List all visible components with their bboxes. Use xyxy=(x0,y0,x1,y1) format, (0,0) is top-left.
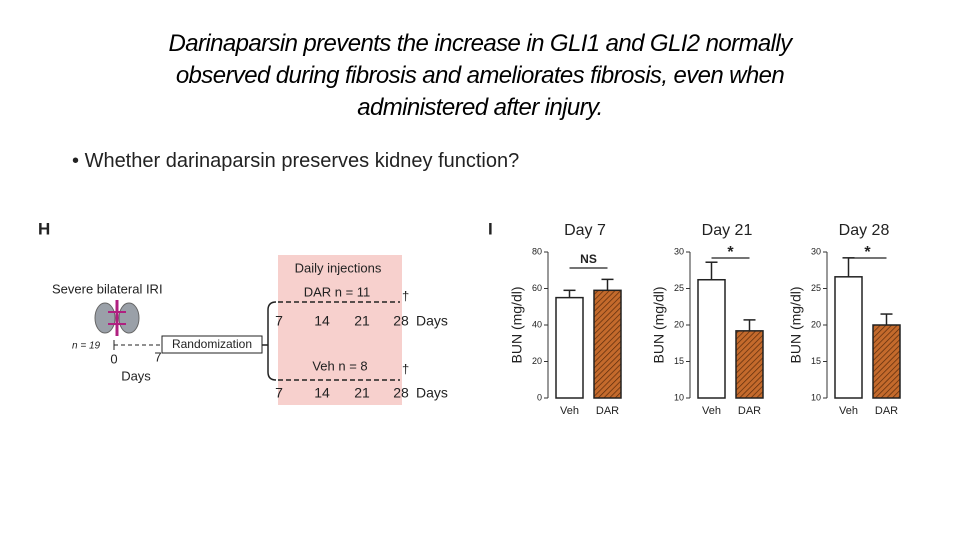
y-axis-label: BUN (mg/dl) xyxy=(788,286,804,363)
axis-label: Days xyxy=(416,313,448,329)
injection-period xyxy=(278,255,402,405)
panel-label: I xyxy=(488,219,493,238)
chart-title: Day 21 xyxy=(702,222,753,239)
bullet-item: • Whether darinaparsin preserves kidney … xyxy=(72,150,519,173)
kidneys xyxy=(94,300,140,336)
y-tick-label: 25 xyxy=(811,283,821,293)
dagger: † xyxy=(402,288,409,303)
y-tick-label: 40 xyxy=(532,319,542,329)
slide-title: Darinaparsin prevents the increase in GL… xyxy=(40,28,920,124)
bar xyxy=(593,289,622,399)
x-tick-label: Veh xyxy=(839,405,858,417)
bar xyxy=(697,278,726,399)
group-label: DAR n = 11 xyxy=(304,284,371,299)
y-tick-label: 10 xyxy=(811,392,821,402)
title-line: Darinaparsin prevents the increase in GL… xyxy=(168,30,792,57)
y-tick-label: 25 xyxy=(674,283,684,293)
y-tick-label: 20 xyxy=(811,319,821,329)
y-axis-label: BUN (mg/dl) xyxy=(651,286,667,363)
day-tick: 14 xyxy=(314,385,330,401)
y-tick-label: 0 xyxy=(537,392,542,402)
significance-label: * xyxy=(864,244,871,261)
bar xyxy=(834,276,863,399)
title-line: administered after injury. xyxy=(357,94,603,121)
x-tick-label: Veh xyxy=(560,405,579,417)
dagger: † xyxy=(402,361,409,376)
significance-label: * xyxy=(727,244,734,261)
y-tick-label: 30 xyxy=(811,246,821,256)
y-tick-label: 15 xyxy=(674,356,684,366)
chart-title: Day 7 xyxy=(564,222,606,239)
day-tick: 0 xyxy=(110,351,117,366)
bullet-text: Whether darinaparsin preserves kidney fu… xyxy=(84,150,520,172)
day-tick: 21 xyxy=(354,385,370,401)
y-tick-label: 30 xyxy=(674,246,684,256)
y-tick-label: 60 xyxy=(532,283,542,293)
axis-label: Days xyxy=(416,385,448,401)
day-tick: 7 xyxy=(154,349,161,364)
randomization-label: Randomization xyxy=(172,337,252,351)
y-tick-label: 20 xyxy=(532,356,542,366)
injury-label: Severe bilateral IRI xyxy=(52,281,163,296)
x-tick-label: DAR xyxy=(738,405,761,417)
n-total: n = 19 xyxy=(72,341,101,352)
y-tick-label: 20 xyxy=(674,319,684,329)
injections-label: Daily injections xyxy=(295,260,382,275)
y-tick-label: 80 xyxy=(532,246,542,256)
day-tick: 14 xyxy=(314,313,330,329)
y-tick-label: 15 xyxy=(811,356,821,366)
x-tick-label: Veh xyxy=(702,405,721,417)
axis-label: Days xyxy=(121,368,151,383)
significance-label: NS xyxy=(580,252,597,266)
bar xyxy=(735,330,764,399)
bar xyxy=(872,324,901,399)
chart-title: Day 28 xyxy=(839,222,890,239)
day-tick: 7 xyxy=(275,385,283,401)
y-axis-label: BUN (mg/dl) xyxy=(509,286,525,363)
day-tick: 28 xyxy=(393,313,409,329)
day-tick: 7 xyxy=(275,313,283,329)
group-label: Veh n = 8 xyxy=(312,358,367,373)
title-line: observed during fibrosis and ameliorates… xyxy=(175,62,785,89)
day-tick: 28 xyxy=(393,385,409,401)
y-tick-label: 10 xyxy=(674,392,684,402)
day-tick: 21 xyxy=(354,313,370,329)
x-tick-label: DAR xyxy=(596,405,619,417)
bar xyxy=(555,296,584,399)
panel-label: H xyxy=(38,219,50,238)
bullet-dot: • xyxy=(72,150,85,172)
branch-arrows xyxy=(262,301,277,381)
x-tick-label: DAR xyxy=(875,405,898,417)
